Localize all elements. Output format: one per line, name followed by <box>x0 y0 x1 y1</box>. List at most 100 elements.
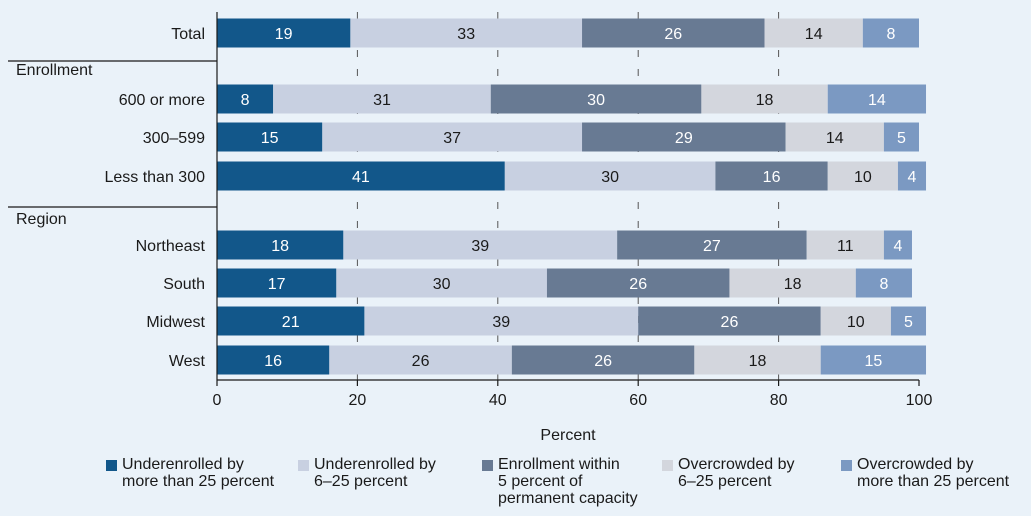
x-tick-label: 100 <box>906 392 933 409</box>
data-label: 10 <box>854 169 872 186</box>
x-tick-label: 80 <box>770 392 788 409</box>
bar-segment <box>715 161 828 191</box>
bar-segment <box>820 345 927 375</box>
data-label: 8 <box>879 276 888 293</box>
bar-segment <box>504 161 716 191</box>
data-label: 16 <box>763 169 781 186</box>
data-label: 8 <box>886 26 895 43</box>
bar-segment <box>582 18 765 48</box>
bar-segment <box>217 122 323 152</box>
bar-segment <box>336 268 547 298</box>
category-label: West <box>169 353 206 370</box>
bar-segment <box>764 18 863 48</box>
data-label: 26 <box>412 353 430 370</box>
data-label: 17 <box>268 276 286 293</box>
data-label: 4 <box>908 169 917 186</box>
bar-segment <box>582 122 786 152</box>
data-label: 14 <box>868 92 886 109</box>
data-label: 26 <box>721 314 739 331</box>
data-label: 26 <box>594 353 612 370</box>
bar-segment <box>511 345 695 375</box>
bar-segment <box>890 306 927 336</box>
x-tick-label: 0 <box>213 392 222 409</box>
bar-segment <box>701 84 828 114</box>
legend-swatch <box>841 460 852 471</box>
legend-swatch <box>662 460 673 471</box>
data-label: 4 <box>893 238 902 255</box>
bar-segment <box>217 306 365 336</box>
bar-segment <box>322 122 583 152</box>
bar-segment <box>729 268 856 298</box>
chart-legend: Underenrolled by more than 25 percent Und… <box>106 456 1031 516</box>
data-label: 21 <box>282 314 300 331</box>
bar-segment <box>862 18 919 48</box>
data-label: 39 <box>471 238 489 255</box>
data-label: 8 <box>241 92 250 109</box>
stacked-bar-chart: 19 33 26 14 8 Total 8 31 30 18 14 600 or more 15 37 29… <box>8 12 933 444</box>
bar-segment <box>217 230 344 260</box>
bar-segment <box>897 161 927 191</box>
bar-segment <box>350 18 583 48</box>
bar-segment <box>855 268 912 298</box>
category-label: Midwest <box>146 314 205 331</box>
data-label: 26 <box>629 276 647 293</box>
data-label: 30 <box>587 92 605 109</box>
data-label: 39 <box>492 314 510 331</box>
bar-segment <box>273 84 491 114</box>
group-label: Enrollment <box>16 62 93 79</box>
data-label: 10 <box>847 314 865 331</box>
category-label: South <box>163 276 205 293</box>
category-label: Less than 300 <box>104 169 205 186</box>
legend-label: Overcrowded by 6–25 percent <box>678 456 795 490</box>
bar-segment <box>883 230 912 260</box>
bar-segment <box>546 268 730 298</box>
data-label: 27 <box>703 238 721 255</box>
data-label: 41 <box>352 169 370 186</box>
data-label: 5 <box>897 130 906 147</box>
category-label: 600 or more <box>119 92 205 109</box>
data-label: 14 <box>805 26 823 43</box>
bar-segment <box>217 18 351 48</box>
bar-segment <box>490 84 702 114</box>
legend-swatch <box>482 460 493 471</box>
bar-segment <box>820 306 891 336</box>
data-label: 5 <box>904 314 913 331</box>
bar-segment <box>364 306 639 336</box>
data-label: 30 <box>601 169 619 186</box>
category-label: Total <box>171 26 205 43</box>
legend-label: Overcrowded by more than 25 percent <box>857 456 1010 490</box>
legend-swatch <box>298 460 309 471</box>
data-label: 18 <box>756 92 774 109</box>
data-label: 33 <box>457 26 475 43</box>
bar-segment <box>806 230 884 260</box>
data-label: 31 <box>373 92 391 109</box>
data-label: 11 <box>837 238 854 255</box>
bar-segment <box>617 230 807 260</box>
category-label: Northeast <box>136 238 206 255</box>
bar-segment <box>827 161 898 191</box>
x-axis-title: Percent <box>540 427 596 444</box>
data-label: 18 <box>749 353 767 370</box>
bar-segment <box>217 161 505 191</box>
bar-segment <box>217 268 337 298</box>
group-label: Region <box>16 211 67 228</box>
data-label: 15 <box>261 130 279 147</box>
x-tick-label: 40 <box>489 392 507 409</box>
legend-swatch <box>106 460 117 471</box>
data-label: 18 <box>271 238 289 255</box>
x-tick-label: 60 <box>629 392 647 409</box>
bar-segment <box>343 230 618 260</box>
category-label: 300–599 <box>143 130 205 147</box>
data-label: 18 <box>784 276 802 293</box>
bar-segment <box>827 84 927 114</box>
bar-segment <box>638 306 821 336</box>
bar-segment <box>785 122 884 152</box>
bar-segment <box>217 84 274 114</box>
data-label: 16 <box>264 353 282 370</box>
bar-segment <box>883 122 919 152</box>
data-label: 14 <box>826 130 844 147</box>
legend-label: Underenrolled by more than 25 percent <box>122 456 275 490</box>
data-label: 19 <box>275 26 293 43</box>
data-label: 26 <box>664 26 682 43</box>
data-label: 29 <box>675 130 693 147</box>
